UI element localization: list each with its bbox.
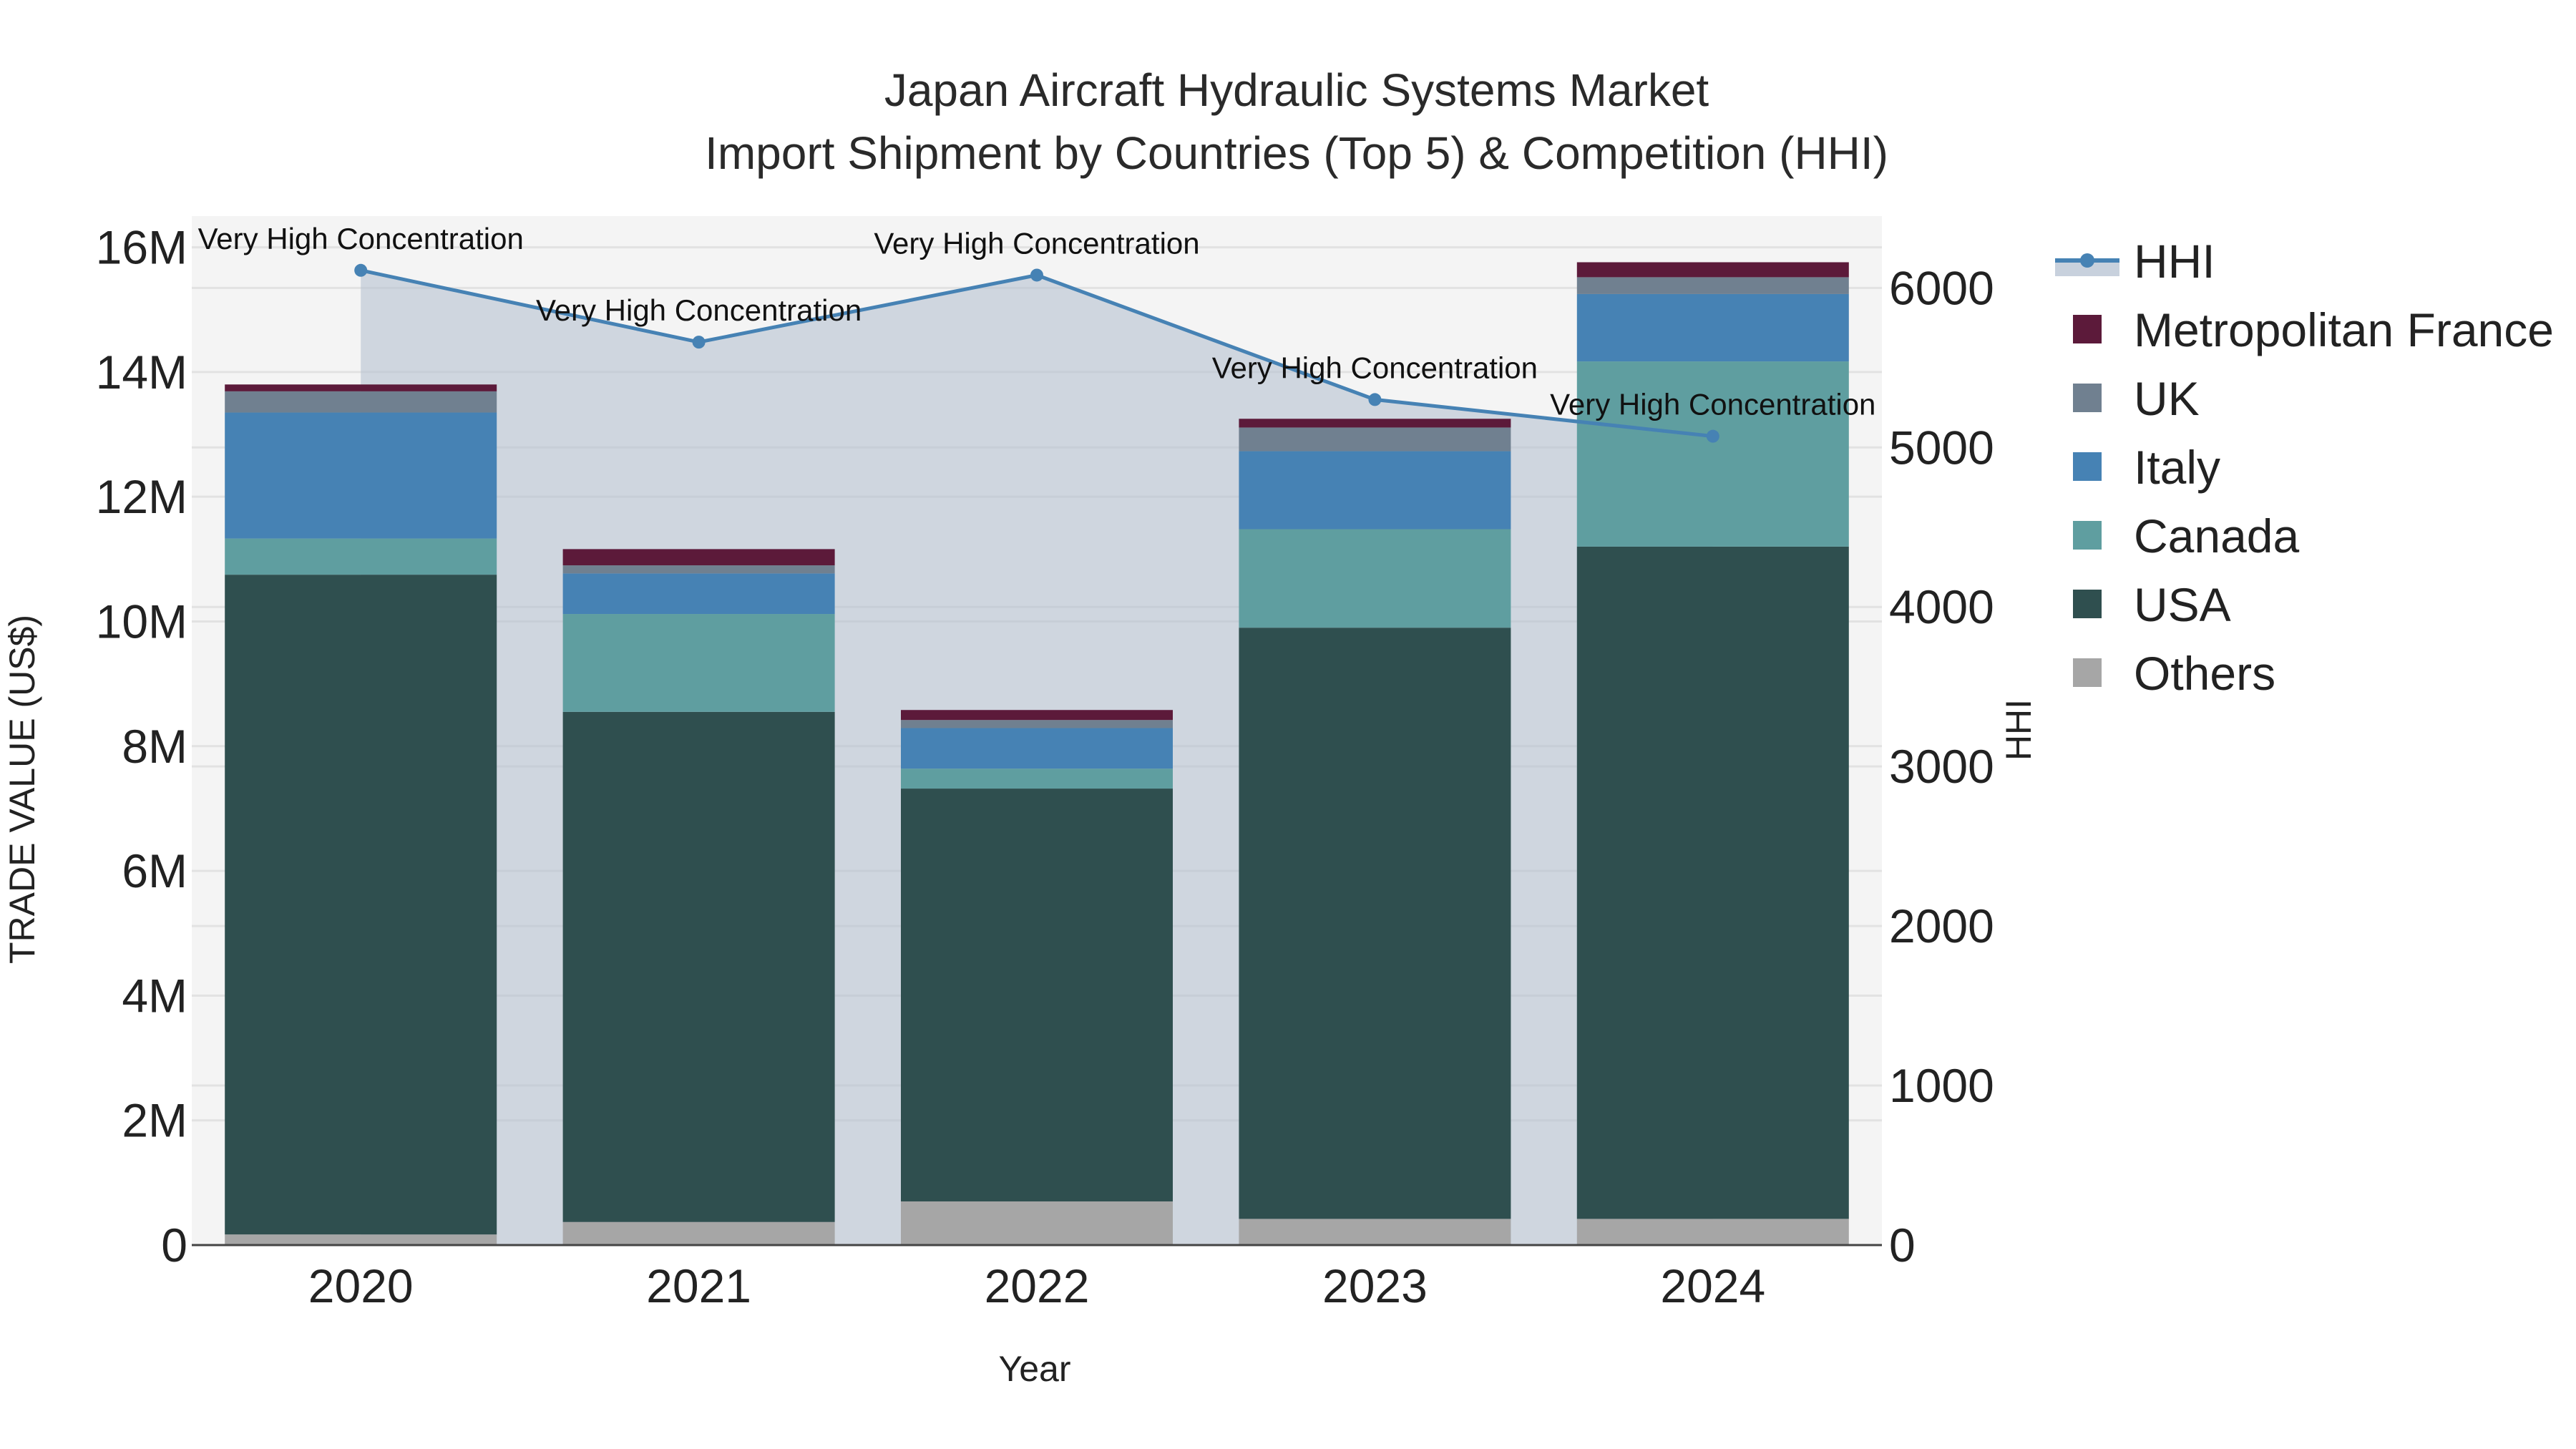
x-tick-label: 2024 bbox=[1660, 1259, 1765, 1312]
bar-usa-2021 bbox=[562, 711, 835, 1222]
bars-layer bbox=[225, 262, 1849, 1245]
bar-usa-2022 bbox=[901, 789, 1173, 1201]
y2-tick-label: 6000 bbox=[1889, 261, 1994, 314]
y-tick-label: 12M bbox=[96, 470, 187, 523]
bar-usa-2024 bbox=[1576, 546, 1849, 1219]
hhi-point-2021 bbox=[692, 336, 706, 349]
hhi-annotation-2022: Very High Concentration bbox=[874, 226, 1199, 260]
bar-others-2023 bbox=[1239, 1219, 1511, 1245]
bar-usa-2023 bbox=[1239, 628, 1511, 1219]
legend-swatch-metropolitan-france bbox=[2073, 315, 2102, 343]
legend-label-uk: UK bbox=[2134, 372, 2200, 425]
bar-uk-2024 bbox=[1576, 277, 1849, 294]
bar-metropolitan-france-2023 bbox=[1239, 419, 1511, 428]
bar-italy-2021 bbox=[562, 573, 835, 615]
hhi-point-2024 bbox=[1706, 429, 1719, 443]
legend-hhi-area-swatch bbox=[2055, 260, 2119, 276]
bar-italy-2020 bbox=[225, 412, 497, 539]
legend-label-canada: Canada bbox=[2134, 509, 2299, 562]
x-tick-label: 2021 bbox=[646, 1259, 751, 1312]
axes-layer: 0 2M 4M 6M 8M 10M 12M 14M 16M 0 1000 2000 3000 4000 50… bbox=[96, 221, 1994, 1312]
chart-title: Japan Aircraft Hydraulic Systems Market bbox=[884, 64, 1709, 116]
bar-canada-2024 bbox=[1576, 361, 1849, 547]
bar-others-2022 bbox=[901, 1201, 1173, 1245]
legend: HHI Metropolitan France UK Italy Canada USA Ot… bbox=[2055, 235, 2554, 700]
hhi-annotation-2024: Very High Concentration bbox=[1550, 388, 1875, 421]
legend-swatch-usa bbox=[2073, 590, 2102, 618]
hhi-annotation-2021: Very High Concentration bbox=[536, 293, 862, 327]
y-tick-label: 14M bbox=[96, 346, 187, 399]
hhi-line-layer: Very High Concentration Very High Concent… bbox=[198, 222, 1875, 443]
y-tick-label: 4M bbox=[122, 969, 187, 1022]
y2-tick-label: 1000 bbox=[1889, 1059, 1994, 1112]
bar-metropolitan-france-2021 bbox=[562, 549, 835, 566]
bar-italy-2022 bbox=[901, 728, 1173, 769]
legend-label-italy: Italy bbox=[2134, 441, 2220, 494]
legend-hhi-marker bbox=[2080, 253, 2094, 268]
bar-italy-2023 bbox=[1239, 451, 1511, 530]
y-tick-label: 0 bbox=[161, 1219, 187, 1272]
legend-swatch-others bbox=[2073, 658, 2102, 687]
chart-subtitle: Import Shipment by Countries (Top 5) & C… bbox=[705, 127, 1888, 179]
bar-others-2024 bbox=[1576, 1219, 1849, 1245]
bar-usa-2020 bbox=[225, 575, 497, 1235]
y2-tick-label: 2000 bbox=[1889, 899, 1994, 952]
bar-metropolitan-france-2024 bbox=[1576, 262, 1849, 278]
bar-canada-2023 bbox=[1239, 529, 1511, 628]
bar-metropolitan-france-2020 bbox=[225, 384, 497, 391]
hhi-point-2023 bbox=[1368, 393, 1382, 406]
bar-others-2020 bbox=[225, 1234, 497, 1245]
x-tick-label: 2020 bbox=[308, 1259, 414, 1312]
legend-label-hhi: HHI bbox=[2134, 235, 2215, 288]
hhi-point-2020 bbox=[354, 263, 368, 277]
y-tick-label: 8M bbox=[122, 720, 187, 773]
legend-swatch-canada bbox=[2073, 521, 2102, 550]
y2-tick-label: 3000 bbox=[1889, 740, 1994, 793]
y2-axis-title: HHI bbox=[1999, 699, 2039, 761]
legend-swatch-uk bbox=[2073, 384, 2102, 412]
y-tick-label: 2M bbox=[122, 1094, 187, 1147]
bar-uk-2021 bbox=[562, 565, 835, 574]
bar-uk-2020 bbox=[225, 391, 497, 413]
legend-label-metropolitan-france: Metropolitan France bbox=[2134, 303, 2554, 356]
bar-uk-2023 bbox=[1239, 427, 1511, 452]
y2-tick-label: 4000 bbox=[1889, 580, 1994, 633]
y2-tick-label: 5000 bbox=[1889, 421, 1994, 474]
bar-canada-2020 bbox=[225, 538, 497, 575]
x-axis-title: Year bbox=[998, 1349, 1070, 1389]
x-tick-label: 2022 bbox=[985, 1259, 1090, 1312]
legend-swatch-italy bbox=[2073, 452, 2102, 481]
bar-canada-2021 bbox=[562, 614, 835, 712]
y-tick-label: 10M bbox=[96, 595, 187, 648]
hhi-annotation-2023: Very High Concentration bbox=[1212, 351, 1538, 384]
y-axis-title: TRADE VALUE (US$) bbox=[2, 615, 42, 964]
hhi-annotation-2020: Very High Concentration bbox=[198, 222, 524, 255]
bar-metropolitan-france-2022 bbox=[901, 710, 1173, 721]
y2-tick-label: 0 bbox=[1889, 1219, 1916, 1272]
bar-uk-2022 bbox=[901, 720, 1173, 728]
bar-canada-2022 bbox=[901, 769, 1173, 789]
bar-others-2021 bbox=[562, 1221, 835, 1245]
x-tick-label: 2023 bbox=[1322, 1259, 1428, 1312]
y-tick-label: 16M bbox=[96, 221, 187, 274]
y-tick-label: 6M bbox=[122, 844, 187, 897]
bar-italy-2024 bbox=[1576, 293, 1849, 362]
hhi-point-2022 bbox=[1030, 268, 1043, 282]
legend-label-usa: USA bbox=[2134, 578, 2231, 631]
legend-label-others: Others bbox=[2134, 647, 2275, 700]
